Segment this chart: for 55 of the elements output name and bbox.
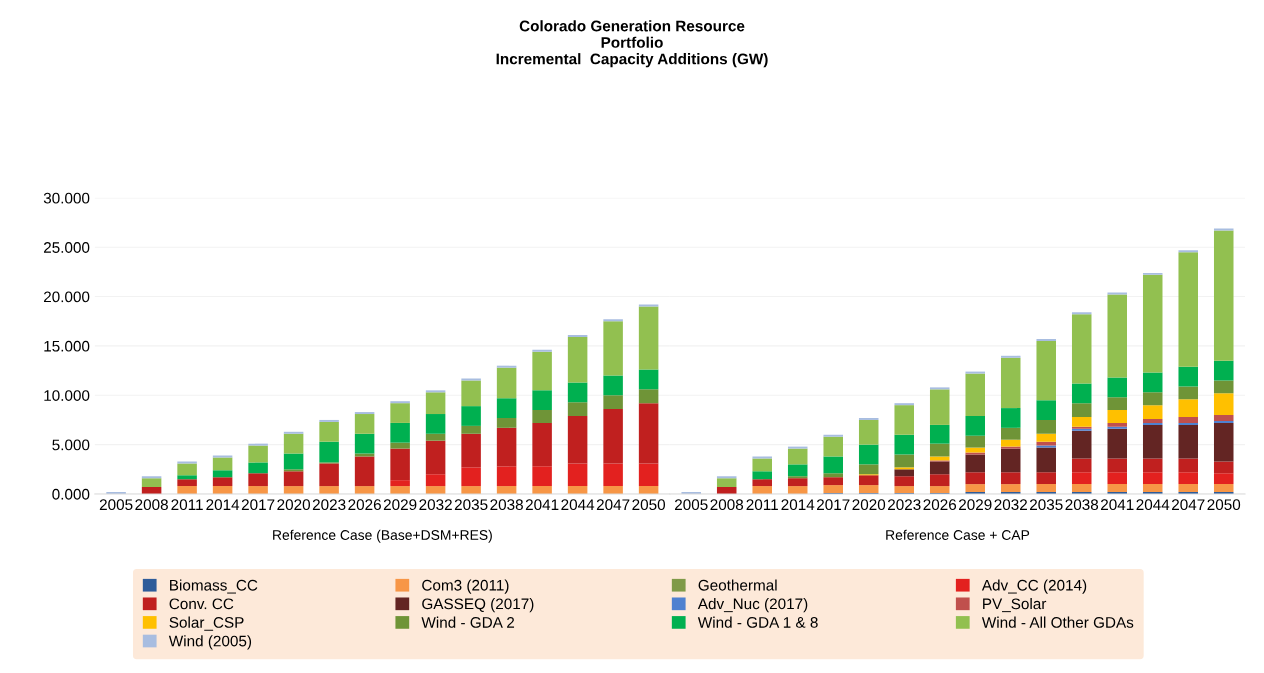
x-tick-label: 2041	[525, 499, 559, 511]
x-tick-label: 2017	[241, 499, 275, 511]
y-tick-label: 20.000	[43, 291, 90, 303]
x-tick-label: 2038	[1065, 499, 1099, 511]
legend-label: Wind - GDA 2	[421, 616, 515, 628]
y-tick-label: 10.000	[44, 390, 90, 401]
legend-label: Solar_CSP	[169, 616, 244, 631]
x-tick-label: 2005	[675, 499, 708, 511]
x-tick-label: 2050	[1207, 499, 1241, 511]
x-tick-label: 2023	[312, 499, 346, 511]
x-tick-label: 2047	[596, 499, 630, 511]
x-tick-label: 2041	[1101, 499, 1134, 511]
y-tick-label: 30.000	[43, 192, 90, 204]
x-tick-label: 2032	[994, 499, 1027, 511]
x-tick-label: 2029	[959, 499, 992, 511]
x-tick-label: 2014	[781, 499, 815, 511]
x-tick-label: 2023	[888, 499, 921, 511]
legend-label: Conv. CC	[169, 598, 234, 610]
legend-label: GASSEQ (2017)	[422, 598, 534, 613]
x-tick-label: 2044	[1136, 499, 1170, 511]
x-tick-label: 2038	[490, 499, 523, 511]
x-tick-label: 2032	[419, 499, 452, 511]
legend-label: Biomass_CC	[170, 579, 258, 594]
legend-label: Adv_CC (2014)	[981, 579, 1087, 594]
x-tick-label: 2020	[277, 499, 310, 511]
y-tick-label: 5.000	[52, 439, 90, 451]
legend-label: Wind (2005)	[168, 635, 252, 650]
x-tick-label: 2044	[561, 499, 595, 511]
x-tick-label: 2014	[206, 499, 240, 511]
y-tick-label: 15.000	[44, 340, 90, 352]
legend-label: Adv_Nuc (2017)	[697, 598, 808, 613]
x-tick-label: 2029	[383, 499, 417, 511]
y-tick-label: 0.000	[52, 488, 90, 500]
x-tick-label: 2026	[348, 499, 381, 511]
x-tick-label: 2008	[710, 499, 744, 511]
x-tick-label: 2011	[171, 499, 203, 511]
legend-label: PV_Solar	[983, 598, 1047, 613]
x-tick-label: 2035	[454, 499, 488, 511]
x-tick-label: 2017	[817, 499, 850, 511]
x-tick-label: 2026	[923, 499, 957, 511]
legend-label: Wind - All Other GDAs	[981, 616, 1134, 628]
y-tick-label: 25.000	[43, 242, 90, 253]
x-tick-label: 2050	[632, 499, 666, 511]
chart-title: Colorado Generation Resource Portfolio Incremental Capacity Additions (GW)	[496, 20, 768, 68]
x-tick-label: 2035	[1030, 499, 1063, 511]
legend-label: Geothermal	[698, 579, 777, 591]
x-axis-title: Reference Case (Base+DSM+RES)	[273, 529, 492, 543]
legend-label: Com3 (2011)	[422, 579, 509, 594]
x-tick-label: 2008	[135, 499, 168, 511]
x-tick-label: 2011	[746, 499, 778, 511]
x-tick-label: 2047	[1172, 499, 1205, 511]
x-axis-title: Reference Case + CAP	[886, 529, 1030, 540]
x-tick-label: 2020	[852, 499, 886, 511]
legend-label: Wind - GDA 1 & 8	[697, 616, 818, 628]
x-tick-label: 2005	[99, 499, 133, 511]
